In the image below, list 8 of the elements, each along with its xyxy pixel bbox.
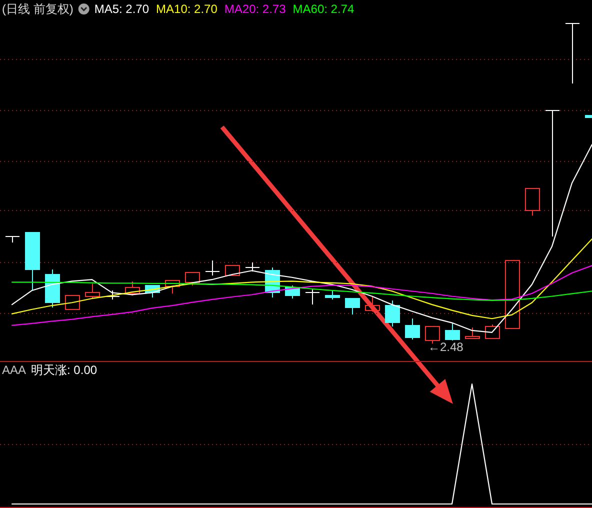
legend: 明天涨: 0.00 [31,363,98,377]
legend: MA5: 2.70 [94,2,150,16]
legend: MA10: 2.70 [156,2,218,16]
title: AAA [2,363,26,377]
annotation: ←2.48 [428,340,464,354]
legend: MA60: 2.74 [292,2,354,16]
title: (日线 前复权) [2,2,74,16]
legend: MA20: 2.73 [224,2,286,16]
